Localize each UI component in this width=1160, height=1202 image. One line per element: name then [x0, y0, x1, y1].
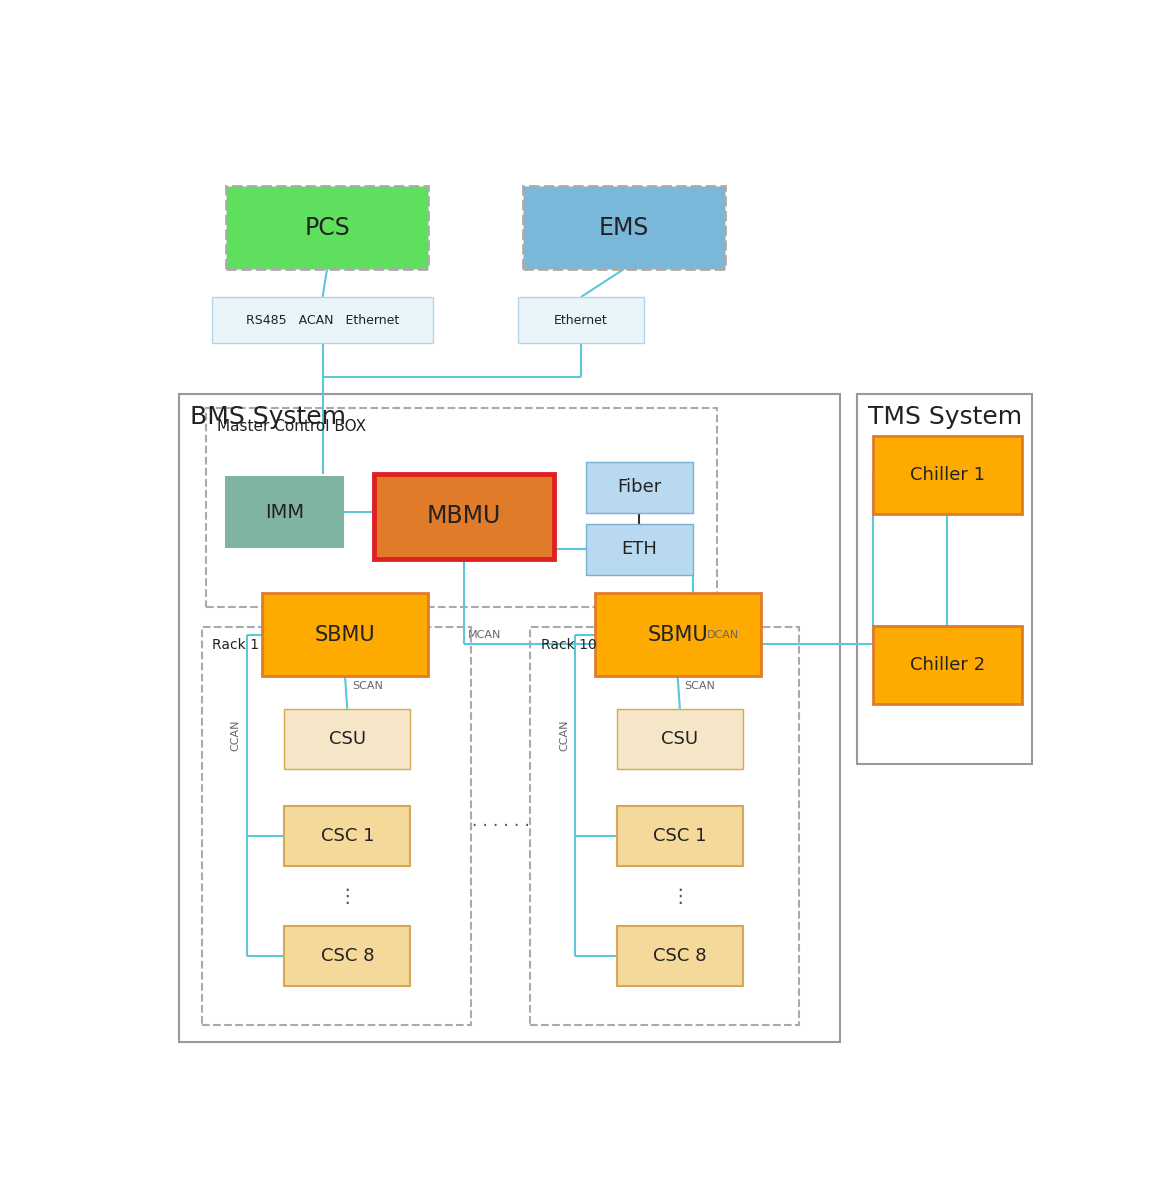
Text: DCAN: DCAN: [706, 630, 739, 641]
FancyBboxPatch shape: [617, 927, 742, 987]
Text: MCAN: MCAN: [467, 630, 501, 641]
Text: Chiller 2: Chiller 2: [909, 656, 985, 674]
Text: Ethernet: Ethernet: [554, 314, 608, 327]
FancyBboxPatch shape: [519, 297, 644, 344]
Bar: [530, 627, 799, 1025]
Text: CSC 8: CSC 8: [320, 947, 374, 965]
Text: CSC 1: CSC 1: [320, 827, 374, 845]
Text: Rack 10: Rack 10: [541, 638, 596, 653]
Text: CSU: CSU: [661, 730, 698, 748]
Text: ETH: ETH: [622, 540, 658, 558]
Text: MBMU: MBMU: [427, 505, 501, 529]
Text: Chiller 1: Chiller 1: [909, 466, 985, 484]
Text: SCAN: SCAN: [351, 680, 383, 691]
Bar: [179, 394, 840, 1042]
Text: RS485   ACAN   Ethernet: RS485 ACAN Ethernet: [246, 314, 399, 327]
Text: ⋮: ⋮: [338, 887, 357, 906]
Text: SBMU: SBMU: [647, 625, 708, 644]
Text: ⋮: ⋮: [670, 887, 690, 906]
FancyBboxPatch shape: [284, 807, 411, 867]
FancyBboxPatch shape: [226, 186, 428, 269]
FancyBboxPatch shape: [284, 709, 411, 769]
FancyBboxPatch shape: [212, 297, 433, 344]
FancyBboxPatch shape: [617, 709, 742, 769]
Text: CSC 1: CSC 1: [653, 827, 706, 845]
Text: SCAN: SCAN: [684, 680, 716, 691]
Text: CCAN: CCAN: [231, 720, 241, 751]
FancyBboxPatch shape: [873, 436, 1022, 514]
Text: Fiber: Fiber: [617, 478, 661, 496]
FancyBboxPatch shape: [617, 807, 742, 867]
Text: CSU: CSU: [328, 730, 365, 748]
FancyBboxPatch shape: [586, 462, 694, 512]
FancyBboxPatch shape: [226, 477, 343, 547]
Text: CSC 8: CSC 8: [653, 947, 706, 965]
Text: SBMU: SBMU: [314, 625, 376, 644]
Bar: [857, 394, 1032, 764]
FancyBboxPatch shape: [586, 524, 694, 575]
Text: Master Control BOX: Master Control BOX: [217, 419, 367, 434]
Text: · · · · · ·: · · · · · ·: [472, 817, 529, 835]
FancyBboxPatch shape: [522, 186, 725, 269]
Text: IMM: IMM: [264, 502, 304, 522]
Bar: [206, 407, 717, 607]
FancyBboxPatch shape: [262, 593, 428, 677]
Text: BMS System: BMS System: [190, 405, 346, 429]
Text: Rack 1: Rack 1: [212, 638, 260, 653]
FancyBboxPatch shape: [284, 927, 411, 987]
Bar: [202, 627, 471, 1025]
Text: PCS: PCS: [304, 215, 350, 239]
FancyBboxPatch shape: [375, 474, 554, 559]
Text: CCAN: CCAN: [559, 720, 568, 751]
FancyBboxPatch shape: [873, 625, 1022, 704]
FancyBboxPatch shape: [594, 593, 761, 677]
Text: EMS: EMS: [599, 215, 648, 239]
Text: TMS System: TMS System: [868, 405, 1022, 429]
